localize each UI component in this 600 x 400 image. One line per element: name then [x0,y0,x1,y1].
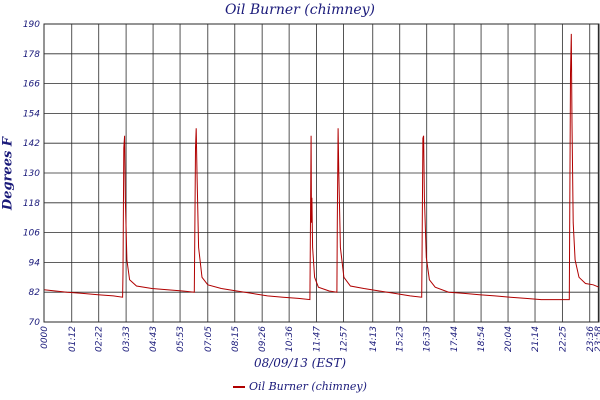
chart-title: Oil Burner (chimney) [224,2,376,18]
y-tick-label: 166 [23,80,40,90]
y-tick-label: 82 [29,288,41,298]
y-tick-label: 142 [23,139,40,149]
y-tick-label: 130 [23,169,40,179]
x-tick-label: 10:36 [285,326,295,352]
x-tick-label: 14:13 [369,326,379,352]
legend-label: Oil Burner (chimney) [249,380,367,393]
plot-frame [43,23,600,323]
x-tick-label: 02:22 [95,326,105,352]
x-tick-label: 03:33 [122,326,132,352]
x-tick-label: 04:43 [149,326,159,352]
y-tick-label: 154 [23,109,40,119]
y-tick-label: 118 [23,199,40,209]
x-tick-label: 07:05 [204,326,214,352]
x-tick-label: 08:15 [231,326,241,352]
x-tick-label: 22:25 [558,326,568,352]
x-tick-label: 20:04 [504,326,514,352]
x-tick-label: 16:33 [423,326,433,352]
y-tick-label: 70 [29,318,41,328]
legend-swatch [233,386,246,388]
y-tick-label: 94 [29,258,41,268]
x-tick-label: 05:53 [176,326,186,352]
y-tick-label: 190 [23,20,40,30]
series-line-oil-burner [43,33,600,301]
x-axis-label: 08/09/13 (EST) [253,356,347,370]
x-tick-label: 0000 [40,326,50,349]
x-tick-label: 23:58 [594,326,600,352]
x-tick-label: 01:12 [68,326,78,352]
x-tick-label: 18:54 [477,326,487,352]
x-tick-label: 15:23 [396,326,406,352]
y-tick-label: 106 [23,229,40,239]
x-tick-label: 11:47 [312,326,322,352]
y-tick-label: 178 [23,50,40,60]
legend: Oil Burner (chimney) [0,380,600,393]
x-tick-label: 23:36 [586,326,596,352]
x-tick-label: 17:44 [450,326,460,352]
x-tick-label: 21:14 [531,326,541,352]
x-tick-label: 12:57 [339,326,349,352]
x-tick-label: 09:26 [258,326,268,352]
